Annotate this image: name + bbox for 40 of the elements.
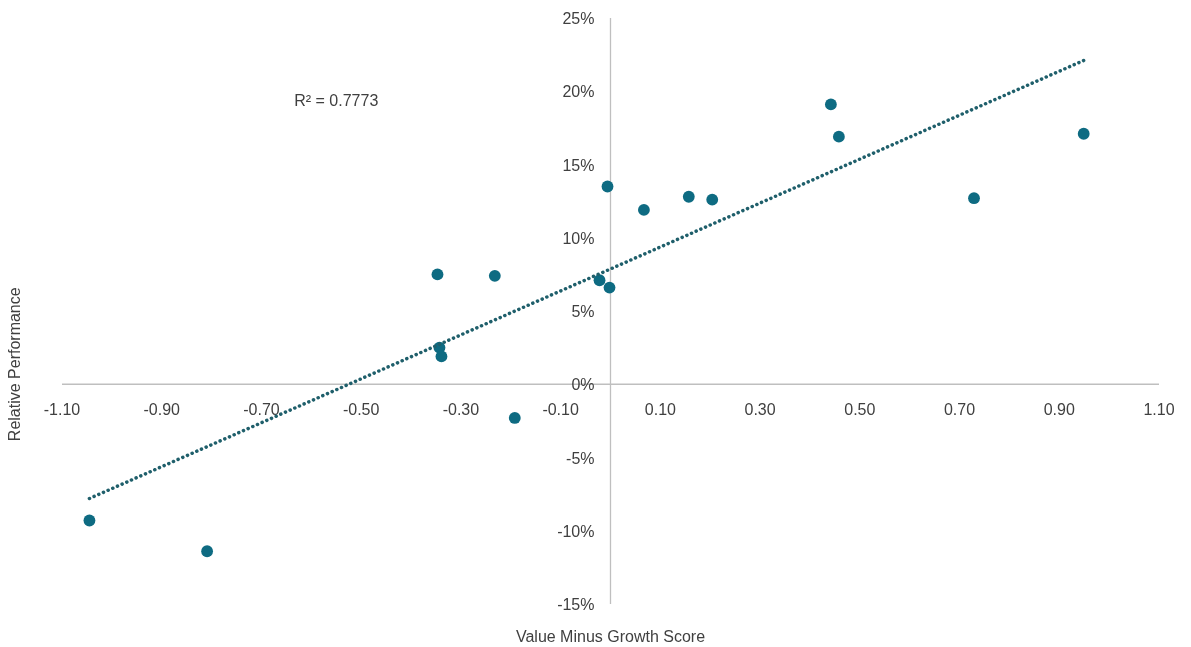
point: [832, 130, 845, 143]
point: [508, 412, 521, 424]
x-tick-label: -0.50: [342, 401, 380, 419]
point: [706, 193, 719, 206]
point: [968, 192, 980, 205]
y-tick-label: -10%: [557, 522, 595, 540]
point: [1077, 127, 1090, 140]
x-tick-label: -0.90: [143, 401, 181, 419]
point: [83, 514, 96, 527]
x-tick-label: 0.70: [943, 401, 976, 419]
y-tick-label: 15%: [562, 156, 595, 174]
point: [637, 204, 650, 216]
y-tick-label: 0%: [571, 376, 595, 394]
x-tick-label: -1.10: [43, 401, 81, 419]
y-tick-label: 25%: [562, 10, 595, 27]
point: [488, 269, 501, 282]
x-tick-label: -0.70: [243, 401, 280, 419]
point: [603, 281, 616, 294]
x-tick-label: 0.30: [744, 401, 776, 419]
point: [682, 190, 695, 203]
point: [593, 274, 606, 287]
y-tick-label: -15%: [557, 596, 595, 613]
x-tick-label: -0.30: [442, 401, 480, 419]
point: [435, 350, 448, 363]
annotation: R² = 0.7773: [294, 92, 379, 110]
point: [201, 545, 214, 558]
y-tick-label: 5%: [571, 303, 595, 320]
y-axis-title: Relative Performance: [6, 287, 23, 442]
y-tick-label: -5%: [566, 449, 595, 467]
point: [431, 268, 444, 281]
point: [824, 98, 837, 111]
x-tick-label: 0.10: [644, 401, 677, 419]
x-tick-label: 1.10: [1143, 401, 1175, 419]
x-tick-label: 0.50: [844, 401, 876, 419]
x-tick-label: -0.10: [542, 401, 579, 419]
x-axis-title: Value Minus Growth Score: [515, 628, 706, 645]
x-tick-label: 0.90: [1043, 401, 1075, 419]
point: [601, 180, 614, 193]
y-tick-label: 10%: [562, 229, 595, 247]
y-tick-label: 20%: [562, 83, 595, 101]
